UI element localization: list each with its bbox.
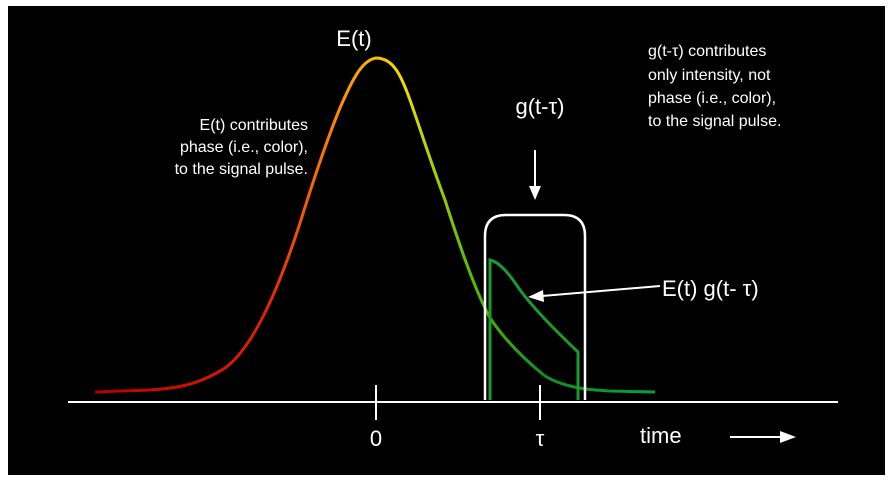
- product-arrowhead: [528, 290, 544, 302]
- gate-label: g(t-τ): [515, 94, 564, 119]
- product-arrow: [541, 285, 661, 297]
- gate-arrowhead: [529, 186, 541, 200]
- right-note-line: only intensity, not: [648, 67, 771, 84]
- time-arrowhead: [780, 431, 796, 443]
- delay-label: τ: [536, 426, 545, 451]
- left-note-line: to the signal pulse.: [175, 161, 308, 178]
- pulse-curve: [94, 56, 656, 394]
- pulse-label: E(t): [336, 26, 371, 51]
- right-note-line: g(t-τ) contributes: [648, 43, 766, 60]
- background: [8, 6, 885, 475]
- left-note-line: E(t) contributes: [200, 117, 308, 134]
- right-note-line: to the signal pulse.: [648, 113, 781, 130]
- gate-box: [483, 213, 587, 400]
- zero-label: 0: [370, 426, 382, 451]
- left-note-line: phase (i.e., color),: [180, 139, 308, 156]
- product-label: E(t) g(t- τ): [662, 276, 759, 301]
- product-curve: [488, 258, 580, 400]
- time-label: time: [640, 423, 682, 448]
- right-note-line: phase (i.e., color),: [648, 90, 776, 107]
